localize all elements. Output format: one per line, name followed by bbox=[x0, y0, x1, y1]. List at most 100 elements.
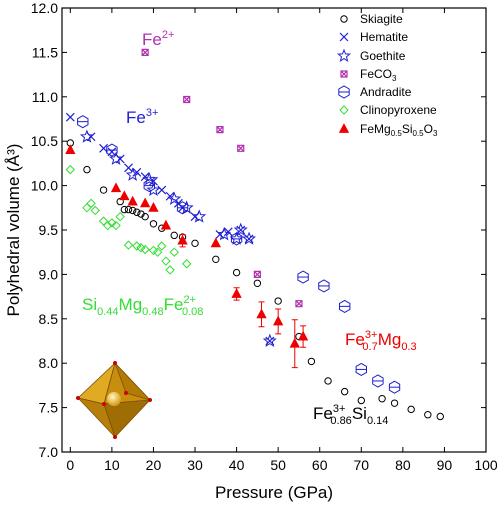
series-3 bbox=[141, 48, 303, 308]
data-point bbox=[149, 176, 158, 186]
legend-marker bbox=[339, 105, 349, 115]
x-tick-label: 70 bbox=[354, 457, 370, 473]
data-point bbox=[237, 144, 245, 152]
legend-label-feco3: FeCO3 bbox=[360, 67, 397, 83]
legend-label-andradite: Andradite bbox=[360, 85, 412, 99]
data-point bbox=[424, 411, 432, 419]
data-point bbox=[143, 179, 155, 193]
series-4 bbox=[77, 115, 401, 394]
y-tick-label: 11.5 bbox=[32, 44, 58, 60]
data-point bbox=[77, 115, 89, 129]
data-point bbox=[161, 256, 171, 266]
data-point bbox=[231, 288, 242, 298]
x-axis-title: Pressure (GPa) bbox=[215, 483, 333, 502]
data-point bbox=[82, 203, 92, 213]
y-tick-label: 11.0 bbox=[32, 89, 58, 105]
legend: Skiagite Hematite Goethite FeCO3 Andradi… bbox=[337, 12, 438, 138]
data-point bbox=[388, 380, 401, 394]
x-tick-label: 0 bbox=[66, 457, 74, 473]
legend-label-goethite: Goethite bbox=[360, 49, 406, 63]
data-point bbox=[140, 172, 150, 182]
y-tick-label: 9.5 bbox=[39, 222, 59, 238]
legend-marker bbox=[340, 15, 348, 23]
data-point bbox=[148, 245, 159, 256]
data-point bbox=[132, 167, 142, 177]
legend-markers bbox=[337, 15, 351, 133]
x-tick-label: 90 bbox=[437, 457, 453, 473]
legend-label-femgsio3: FeMg0.5Si0.5O3 bbox=[360, 122, 438, 138]
data-point bbox=[157, 241, 167, 251]
data-point bbox=[324, 377, 332, 385]
data-point bbox=[191, 239, 199, 248]
data-point bbox=[407, 405, 415, 414]
octahedron-icon bbox=[76, 361, 152, 439]
data-point bbox=[170, 231, 178, 240]
data-point bbox=[176, 201, 189, 215]
y-tick-label: 7.0 bbox=[39, 444, 59, 460]
data-point bbox=[108, 151, 123, 165]
data-point bbox=[179, 200, 194, 214]
data-point bbox=[253, 279, 262, 287]
data-point bbox=[390, 399, 399, 407]
data-point bbox=[274, 297, 282, 305]
x-tick-label: 40 bbox=[229, 457, 245, 473]
data-point bbox=[230, 232, 243, 246]
data-point bbox=[165, 265, 175, 275]
legend-marker bbox=[338, 123, 350, 133]
data-point bbox=[177, 234, 188, 245]
legend-label-skiagite: Skiagite bbox=[360, 12, 403, 26]
y-tick-label: 8.5 bbox=[39, 311, 59, 327]
data-point bbox=[127, 195, 138, 206]
data-point bbox=[140, 244, 150, 255]
legend-marker bbox=[338, 85, 350, 99]
y-tick-label: 7.5 bbox=[39, 400, 59, 416]
annotation-clino: Si0.44Mg0.48Fe2+ 0.08 bbox=[82, 294, 203, 318]
data-point bbox=[229, 231, 244, 245]
data-point bbox=[148, 201, 159, 212]
data-point bbox=[165, 191, 175, 201]
data-point bbox=[90, 205, 100, 216]
legend-marker bbox=[340, 70, 348, 78]
data-point bbox=[123, 240, 134, 250]
data-point bbox=[181, 259, 192, 269]
series-2 bbox=[79, 129, 277, 348]
data-point bbox=[192, 209, 207, 223]
data-point bbox=[103, 220, 113, 231]
data-point bbox=[65, 144, 76, 154]
data-point bbox=[65, 164, 76, 175]
data-point bbox=[124, 205, 133, 214]
data-point bbox=[372, 374, 384, 388]
legend-label-clinopyroxene: Clinopyroxene bbox=[360, 103, 437, 117]
data-point bbox=[253, 270, 261, 278]
data-point bbox=[242, 231, 257, 245]
axis-ticks: 0 10 20 30 40 50 60 70 80 90 100 7.0 7.5 8.0 8.5 9.0 9.5… bbox=[31, 0, 498, 473]
data-point bbox=[146, 182, 161, 197]
data-point bbox=[142, 172, 157, 186]
y-axis-title: Polyhedral volume (Å³) bbox=[4, 144, 23, 317]
annotation-fe3-mg: Fe3+ 0.7Mg0.3 bbox=[345, 329, 417, 353]
data-point bbox=[83, 165, 91, 174]
data-point bbox=[128, 206, 137, 215]
y-tick-label: 9.0 bbox=[39, 266, 59, 282]
data-point bbox=[115, 211, 125, 222]
data-point bbox=[132, 241, 142, 251]
y-tick-label: 10.5 bbox=[31, 133, 58, 149]
x-tick-label: 60 bbox=[312, 457, 328, 473]
data-point bbox=[99, 186, 108, 194]
data-point bbox=[160, 219, 172, 230]
x-tick-label: 30 bbox=[187, 457, 203, 473]
series-0 bbox=[66, 139, 444, 421]
data-point bbox=[212, 255, 220, 264]
data-point bbox=[106, 143, 118, 157]
data-point bbox=[357, 396, 365, 405]
y-tick-label: 8.0 bbox=[39, 355, 59, 371]
x-tick-label: 50 bbox=[270, 457, 286, 473]
data-point bbox=[152, 247, 163, 257]
data-point bbox=[169, 247, 179, 257]
data-point bbox=[125, 167, 140, 181]
series-6 bbox=[65, 144, 309, 369]
data-point bbox=[139, 197, 151, 208]
data-point bbox=[256, 308, 267, 319]
x-tick-label: 80 bbox=[395, 457, 411, 473]
data-point bbox=[110, 182, 122, 193]
